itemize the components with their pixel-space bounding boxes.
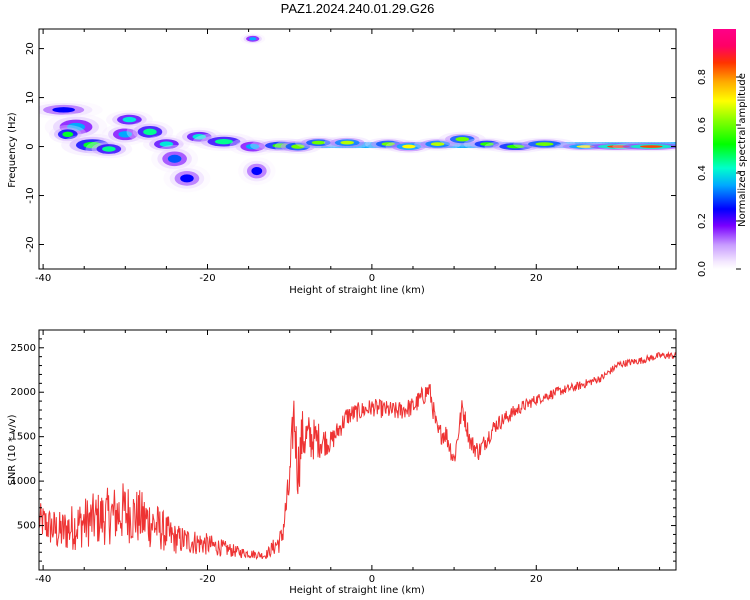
snr-y-axis-label: SNR (10 * v/v) <box>7 414 18 485</box>
spectral-blob <box>143 128 157 136</box>
spectral-blob <box>402 144 416 149</box>
spectral-ridge-cell <box>368 142 373 149</box>
colorbar-tick-label: 0.4 <box>697 165 708 181</box>
colorbar-gradient <box>713 29 736 269</box>
spectral-ridge-cell <box>362 142 366 149</box>
y-tick-label: -20 <box>25 236 36 252</box>
spectral-ridge-cell <box>457 142 462 149</box>
spectrogram-heatmap <box>39 33 676 193</box>
spectral-blob <box>159 141 174 147</box>
spectrogram-frame <box>38 28 677 270</box>
y-tick-label: 20 <box>25 42 36 55</box>
x-tick-label: 0 <box>369 273 375 284</box>
spectral-ridge-cell <box>460 142 465 149</box>
spectral-blob <box>249 37 257 41</box>
spectral-blob <box>251 167 263 176</box>
snr-frame <box>38 329 677 571</box>
colorbar-label: Normalized spectral amplitude <box>737 73 748 227</box>
spectral-ridge-cell <box>463 142 468 149</box>
y-tick-label: 1000 <box>11 476 36 487</box>
colorbar-ticks: 0.0 0.2 0.4 0.6 0.8 <box>697 69 741 277</box>
spectral-blob <box>506 144 525 149</box>
spectral-blob <box>122 116 137 123</box>
spectral-ridge-cell <box>365 142 370 149</box>
x-tick-label: -40 <box>35 273 51 284</box>
spectral-blob <box>381 142 396 146</box>
y-tick-label: 10 <box>25 91 36 104</box>
spectral-blob <box>640 145 663 148</box>
chart-title: PAZ1.2024.240.01.29.G26 <box>280 1 435 16</box>
spectral-blob <box>118 131 133 138</box>
spectral-blob <box>576 145 595 148</box>
snr-ticks: -40 -20 0 20 500 1000 1500 2000 2500 <box>11 330 676 585</box>
x-tick-label: 0 <box>369 574 375 585</box>
spectral-ridge-cell <box>467 142 471 149</box>
spectral-blob <box>291 144 305 149</box>
colorbar: 0.0 0.2 0.4 0.6 0.8 Normalized spectral ampl… <box>697 29 748 277</box>
y-tick-label: 0 <box>25 143 36 149</box>
y-tick-label: 2000 <box>11 387 36 398</box>
spectral-blob <box>535 142 554 146</box>
colorbar-tick-label: 0.2 <box>697 213 708 229</box>
colorbar-tick-label: 0.6 <box>697 117 708 133</box>
snr-panel: -40 -20 0 20 500 1000 1500 2000 2500 Height of s… <box>7 329 677 596</box>
spectral-blob <box>245 143 260 150</box>
x-tick-label: -20 <box>199 273 215 284</box>
snr-x-axis-label: Height of straight line (km) <box>289 585 425 596</box>
y-tick-label: 2500 <box>11 343 36 354</box>
spectral-blob <box>167 154 182 163</box>
spectrogram-x-axis-label: Height of straight line (km) <box>289 285 425 296</box>
spectral-blob <box>102 146 116 152</box>
spectral-ridge-cell <box>454 142 458 149</box>
y-tick-label: 1500 <box>11 432 36 443</box>
spectral-blob <box>455 137 470 142</box>
spectrogram-panel: -40 -20 0 20 -20 -10 0 10 20 Height of straight … <box>7 28 677 296</box>
spectrogram-ticks: -40 -20 0 20 -20 -10 0 10 20 <box>25 29 676 284</box>
spectral-blob <box>480 142 494 146</box>
x-tick-label: -20 <box>199 574 215 585</box>
spectrogram-y-axis-label: Frequency (Hz) <box>7 112 18 188</box>
spectral-blob <box>214 138 233 145</box>
colorbar-tick-label: 0.8 <box>697 69 708 85</box>
x-tick-label: 20 <box>530 574 543 585</box>
spectral-blob <box>180 174 194 183</box>
y-tick-label: -10 <box>25 187 36 203</box>
colorbar-tick-label: 0.0 <box>697 261 708 277</box>
x-tick-label: 20 <box>530 273 543 284</box>
spectral-blob <box>192 134 207 140</box>
spectral-blob <box>52 107 75 113</box>
snr-series-line <box>39 351 676 561</box>
spectral-blob <box>340 140 355 145</box>
spectral-blob <box>62 131 74 137</box>
spectral-blob <box>430 142 445 146</box>
spectral-blob <box>311 140 326 145</box>
y-tick-label: 500 <box>17 521 36 532</box>
x-tick-label: -40 <box>35 574 51 585</box>
